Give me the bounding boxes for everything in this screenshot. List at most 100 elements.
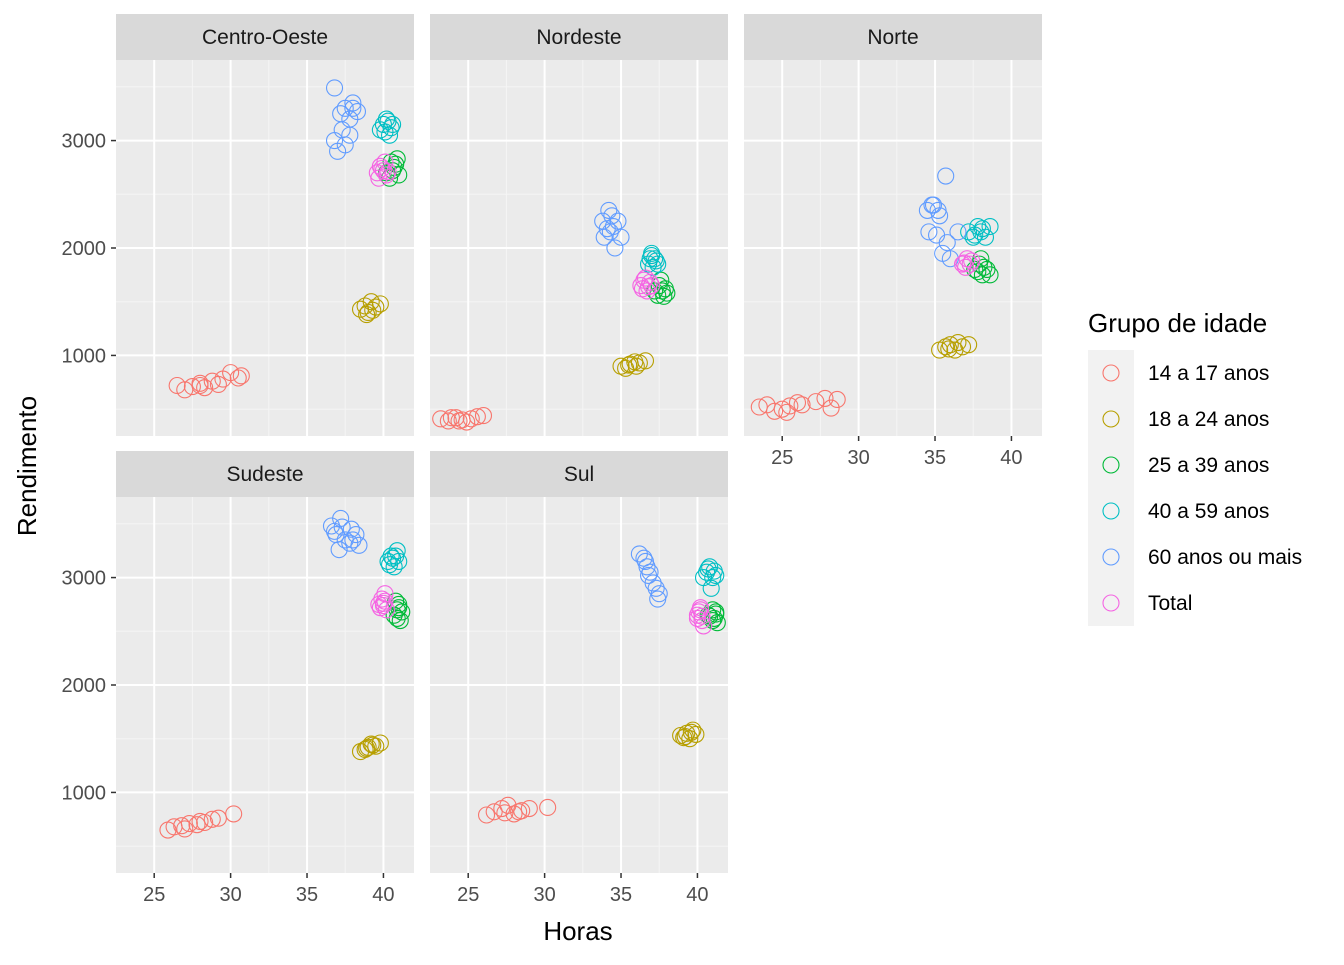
legend-key-60-anos-ou-mais	[1102, 548, 1120, 566]
legend-title: Grupo de idade	[1088, 308, 1267, 338]
point-sul-18-a-24-anos	[676, 728, 694, 746]
point-sudeste-25-a-39-anos	[391, 611, 409, 630]
point-sudeste-14-a-17-anos	[203, 810, 221, 828]
legend-key-18-a-24-anos	[1102, 410, 1120, 428]
legend-key-bg-total	[1088, 580, 1134, 626]
point-centro-oeste-total	[377, 166, 396, 184]
point-sudeste-total	[371, 599, 389, 617]
legend-key-14-a-17-anos	[1102, 364, 1120, 382]
legend-label-14-a-17-anos: 14 a 17 anos	[1148, 362, 1269, 385]
point-sul-total	[688, 609, 706, 627]
legend-label-total: Total	[1148, 592, 1192, 615]
x-tick-label: 30	[847, 447, 869, 469]
point-nordeste-60-anos-ou-mais	[606, 239, 624, 257]
point-norte-14-a-17-anos	[793, 396, 811, 414]
point-norte-60-anos-ou-mais	[918, 201, 936, 219]
point-sudeste-60-anos-ou-mais	[330, 541, 348, 559]
point-norte-total	[953, 255, 972, 273]
point-sul-14-a-17-anos	[496, 804, 514, 822]
point-sul-40-a-59-anos	[701, 558, 719, 576]
point-norte-14-a-17-anos	[773, 400, 791, 418]
point-sudeste-14-a-17-anos	[188, 816, 206, 834]
point-sudeste-60-anos-ou-mais	[325, 522, 344, 540]
point-nordeste-18-a-24-anos	[627, 357, 645, 375]
point-norte-14-a-17-anos	[828, 390, 846, 409]
y-axis-title: Rendimento	[12, 396, 42, 536]
x-tick-label: 25	[143, 884, 165, 906]
point-sudeste-14-a-17-anos	[180, 815, 198, 833]
point-centro-oeste-60-anos-ou-mais	[344, 99, 362, 117]
point-norte-14-a-17-anos	[766, 402, 784, 420]
point-sul-14-a-17-anos	[477, 806, 496, 824]
point-sul-total	[693, 607, 711, 625]
x-tick-label: 30	[219, 884, 241, 906]
point-centro-oeste-60-anos-ou-mais	[325, 79, 344, 97]
point-norte-14-a-17-anos	[788, 394, 807, 412]
point-sul-14-a-17-anos	[485, 803, 503, 821]
point-norte-60-anos-ou-mais	[920, 223, 938, 241]
point-sul-18-a-24-anos	[681, 730, 699, 748]
point-norte-total	[955, 254, 973, 272]
x-tick-label: 35	[610, 884, 632, 906]
point-sul-14-a-17-anos	[520, 799, 538, 818]
point-norte-18-a-24-anos	[937, 338, 955, 356]
strip-label-sudeste: Sudeste	[226, 463, 303, 486]
point-nordeste-40-a-59-anos	[643, 246, 661, 265]
point-sudeste-60-anos-ou-mais	[341, 534, 359, 552]
point-nordeste-total	[639, 278, 658, 296]
point-centro-oeste-18-a-24-anos	[362, 293, 380, 311]
point-norte-14-a-17-anos	[816, 389, 834, 407]
point-nordeste-60-anos-ou-mais	[595, 228, 613, 246]
point-centro-oeste-60-anos-ou-mais	[348, 103, 367, 121]
legend-label-18-a-24-anos: 18 a 24 anos	[1148, 408, 1269, 431]
point-centro-oeste-14-a-17-anos	[232, 367, 250, 385]
x-tick-label: 35	[296, 884, 318, 906]
point-norte-18-a-24-anos	[949, 333, 967, 352]
point-norte-14-a-17-anos	[807, 393, 825, 411]
point-nordeste-18-a-24-anos	[636, 352, 655, 370]
point-nordeste-40-a-59-anos	[646, 250, 664, 268]
strip-centro-oeste	[116, 14, 414, 60]
point-centro-oeste-14-a-17-anos	[209, 375, 227, 393]
x-tick-label: 25	[771, 447, 793, 469]
point-sudeste-40-a-59-anos	[385, 558, 403, 576]
x-tick-label: 35	[924, 447, 946, 469]
legend-label-60-anos-ou-mais: 60 anos ou mais	[1148, 546, 1302, 569]
point-sul-40-a-59-anos	[704, 569, 722, 587]
point-sul-14-a-17-anos	[510, 803, 528, 821]
point-sul-60-anos-ou-mais	[636, 552, 655, 571]
strip-label-nordeste: Nordeste	[536, 26, 621, 49]
x-axis-title: Horas	[543, 916, 612, 946]
point-nordeste-14-a-17-anos	[450, 412, 468, 430]
y-tick-label: 3000	[62, 131, 107, 153]
x-tick-label: 40	[372, 884, 394, 906]
point-sul-40-a-59-anos	[705, 562, 723, 580]
point-sul-60-anos-ou-mais	[639, 566, 658, 584]
point-sudeste-14-a-17-anos	[225, 805, 243, 823]
point-sul-60-anos-ou-mais	[650, 585, 668, 603]
point-nordeste-40-a-59-anos	[647, 252, 665, 270]
point-norte-60-anos-ou-mais	[929, 201, 947, 219]
y-tick-label: 1000	[62, 345, 107, 367]
point-centro-oeste-40-a-59-anos	[379, 112, 397, 130]
point-norte-60-anos-ou-mais	[938, 234, 956, 252]
point-nordeste-60-anos-ou-mais	[612, 228, 630, 246]
legend-key-bg-25-a-39-anos	[1088, 442, 1134, 488]
point-norte-25-a-39-anos	[978, 260, 996, 279]
point-centro-oeste-40-a-59-anos	[384, 115, 402, 134]
x-tick-label: 25	[457, 884, 479, 906]
point-sul-60-anos-ou-mais	[647, 579, 665, 597]
point-nordeste-14-a-17-anos	[432, 410, 450, 428]
legend-key-bg-60-anos-ou-mais	[1088, 534, 1134, 580]
legend-key-bg-40-a-59-anos	[1088, 488, 1134, 534]
point-norte-40-a-59-anos	[976, 228, 995, 246]
point-norte-40-a-59-anos	[973, 220, 991, 238]
legend-label-25-a-39-anos: 25 a 39 anos	[1148, 454, 1269, 477]
strip-label-sul: Sul	[564, 463, 594, 486]
point-norte-18-a-24-anos	[940, 340, 958, 358]
point-centro-oeste-total	[370, 169, 388, 187]
legend-key-total	[1102, 594, 1120, 612]
point-norte-40-a-59-anos	[981, 217, 999, 236]
